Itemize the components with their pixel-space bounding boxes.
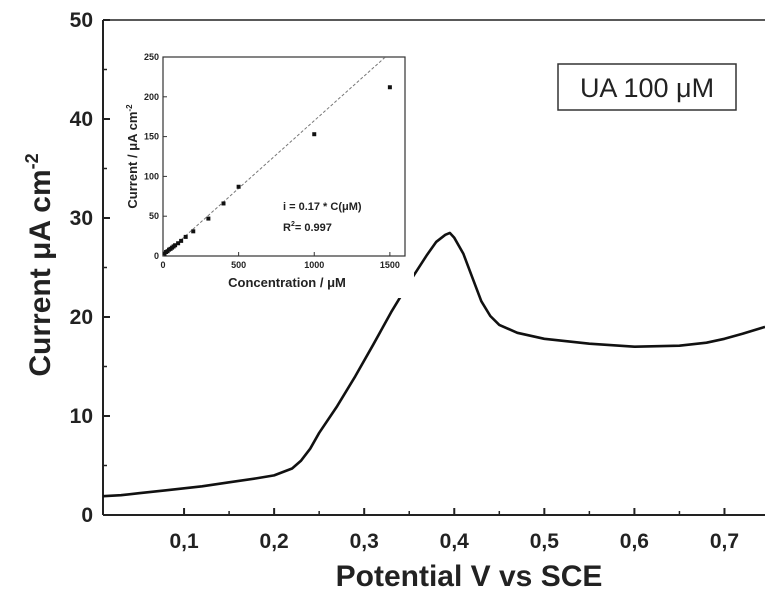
x-tick-label: 0,1 <box>169 530 199 553</box>
x-tick-label: 0,4 <box>440 530 470 553</box>
inset-y-axis-title: Current / μA cm-2 <box>125 104 140 209</box>
y-tick-label: 50 <box>70 9 93 32</box>
y-axis-title-superscript: -2 <box>22 153 42 169</box>
fit-equation-label: i = 0.17 * C(μM) <box>283 201 362 213</box>
y-tick-label: 40 <box>70 108 93 131</box>
series-line <box>102 231 765 498</box>
r-squared-value: = 0.997 <box>295 222 332 234</box>
x-tick-label: 0,2 <box>260 530 289 553</box>
inset-x-tick-label: 0 <box>160 260 165 270</box>
inset-x-tick-label: 1500 <box>380 260 400 270</box>
data-point <box>179 238 184 243</box>
inset-chart: 0 50 100 150 200 250 0 500 1000 1500 Concentration… <box>116 40 414 298</box>
y-axis-title: Current μA cm-2 <box>22 153 57 376</box>
data-point <box>312 132 317 137</box>
data-point <box>206 216 211 221</box>
data-point <box>183 234 188 239</box>
inset-y-tick-label: 250 <box>144 52 159 62</box>
inset-y-axis-title-text: Current / μA cm <box>125 112 140 209</box>
data-point <box>221 201 226 206</box>
data-point <box>173 243 178 248</box>
inset-x-tick-label: 1000 <box>304 260 324 270</box>
r-squared-superscript: 2 <box>291 221 295 228</box>
annotation-label: UA 100 μM <box>580 73 714 103</box>
inset-plot-frame <box>162 56 406 257</box>
data-point <box>387 85 392 90</box>
inset-y-tick-label: 0 <box>154 251 159 261</box>
inset-y-tick-label: 150 <box>144 132 159 142</box>
x-tick-label: 0,3 <box>350 530 379 553</box>
data-point <box>191 229 196 234</box>
r-squared-prefix: R <box>283 222 291 234</box>
x-tick-label: 0,5 <box>530 530 560 553</box>
y-tick-label: 20 <box>70 306 93 329</box>
x-axis-title: Potential V vs SCE <box>336 560 603 591</box>
inset-y-tick-label: 200 <box>144 92 159 102</box>
inset-y-tick-label: 50 <box>149 211 159 221</box>
x-tick-label: 0,7 <box>710 530 739 553</box>
data-point <box>176 241 181 246</box>
inset-y-axis-title-superscript: -2 <box>125 104 134 112</box>
y-tick-label: 30 <box>70 207 93 230</box>
inset-x-tick-label: 500 <box>231 260 246 270</box>
y-tick-label: 10 <box>70 405 93 428</box>
inset-x-axis-title: Concentration / μM <box>228 275 346 290</box>
data-point <box>236 184 241 189</box>
y-axis-title-text: Current μA cm <box>24 169 57 376</box>
annotation-box <box>557 63 737 111</box>
inset-y-tick-label: 100 <box>144 171 159 181</box>
y-tick-label: 0 <box>81 504 93 527</box>
x-tick-label: 0,6 <box>620 530 649 553</box>
r-squared-label: R2= 0.997 <box>283 221 332 234</box>
